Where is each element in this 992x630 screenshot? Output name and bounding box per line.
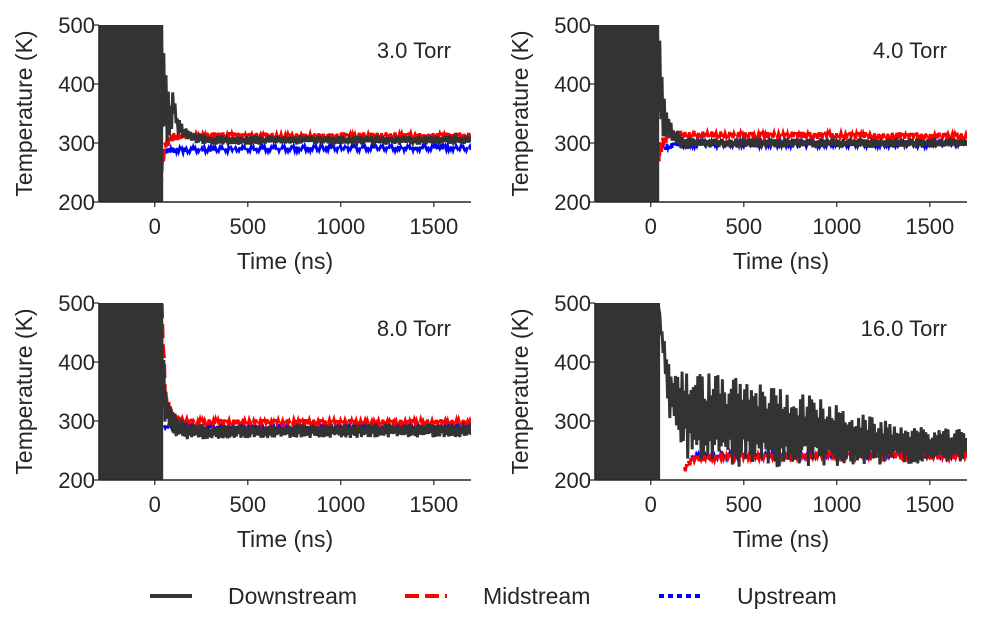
- series-block-downstream: [595, 303, 661, 480]
- y-tick-label: 300: [554, 131, 591, 156]
- y-tick-label: 500: [554, 291, 591, 316]
- x-tick-label: 1000: [316, 214, 365, 239]
- x-tick-label: 1000: [316, 492, 365, 517]
- panel-4: 0 500 1000 1500 200 300 400 500 Time (ns) Tempera…: [507, 291, 967, 552]
- x-tick-label: 1500: [409, 492, 458, 517]
- y-tick-label: 200: [58, 190, 95, 215]
- series-line-midstream: [656, 126, 967, 162]
- x-tick-label: 1500: [409, 214, 458, 239]
- series-block-downstream: [595, 25, 660, 202]
- y-tick-label: 400: [554, 72, 591, 97]
- x-tick-label: 500: [229, 214, 266, 239]
- y-tick-label: 500: [554, 13, 591, 38]
- series-line-midstream: [160, 304, 471, 431]
- x-axis-label: Time (ns): [733, 248, 829, 274]
- x-tick-label: 0: [645, 492, 657, 517]
- x-axis-label: Time (ns): [733, 526, 829, 552]
- y-axis-label: Temperature (K): [507, 308, 533, 474]
- panel-1: 0 500 1000 1500 200 300 400 500 Time (ns) Tempera…: [11, 13, 471, 274]
- y-tick-label: 200: [554, 468, 591, 493]
- pressure-annotation: 16.0 Torr: [861, 316, 947, 341]
- y-tick-label: 500: [58, 13, 95, 38]
- panel-3: 0 500 1000 1500 200 300 400 500 Time (ns) Tempera…: [11, 291, 471, 552]
- y-tick-label: 400: [58, 350, 95, 375]
- x-tick-label: 1500: [905, 492, 954, 517]
- legend: Downstream Midstream Upstream: [150, 583, 837, 609]
- legend-label-downstream: Downstream: [228, 583, 357, 609]
- y-tick-label: 200: [554, 190, 591, 215]
- x-tick-label: 1500: [905, 214, 954, 239]
- x-tick-label: 1000: [812, 214, 861, 239]
- y-tick-label: 300: [58, 409, 95, 434]
- x-tick-label: 500: [725, 492, 762, 517]
- series-block-downstream: [99, 25, 164, 202]
- panel-2: 0 500 1000 1500 200 300 400 500 Time (ns) Tempera…: [507, 13, 967, 274]
- series-line-upstream: [162, 139, 471, 159]
- y-tick-label: 400: [554, 350, 591, 375]
- x-axis-label: Time (ns): [237, 526, 333, 552]
- y-axis-label: Temperature (K): [507, 30, 533, 196]
- pressure-annotation: 4.0 Torr: [873, 38, 947, 63]
- y-tick-label: 200: [58, 468, 95, 493]
- legend-label-upstream: Upstream: [737, 583, 837, 609]
- x-tick-label: 0: [645, 214, 657, 239]
- series-line-downstream: [595, 303, 967, 468]
- x-tick-label: 1000: [812, 492, 861, 517]
- legend-label-midstream: Midstream: [483, 583, 590, 609]
- y-tick-label: 500: [58, 291, 95, 316]
- x-tick-label: 500: [725, 214, 762, 239]
- y-tick-label: 400: [58, 72, 95, 97]
- x-axis-label: Time (ns): [237, 248, 333, 274]
- y-tick-label: 300: [58, 131, 95, 156]
- series-block-downstream: [99, 303, 164, 480]
- pressure-annotation: 3.0 Torr: [377, 38, 451, 63]
- y-axis-label: Temperature (K): [11, 30, 37, 196]
- x-tick-label: 500: [229, 492, 266, 517]
- pressure-annotation: 8.0 Torr: [377, 316, 451, 341]
- y-axis-label: Temperature (K): [11, 308, 37, 474]
- x-tick-label: 0: [149, 214, 161, 239]
- x-tick-label: 0: [149, 492, 161, 517]
- y-tick-label: 300: [554, 409, 591, 434]
